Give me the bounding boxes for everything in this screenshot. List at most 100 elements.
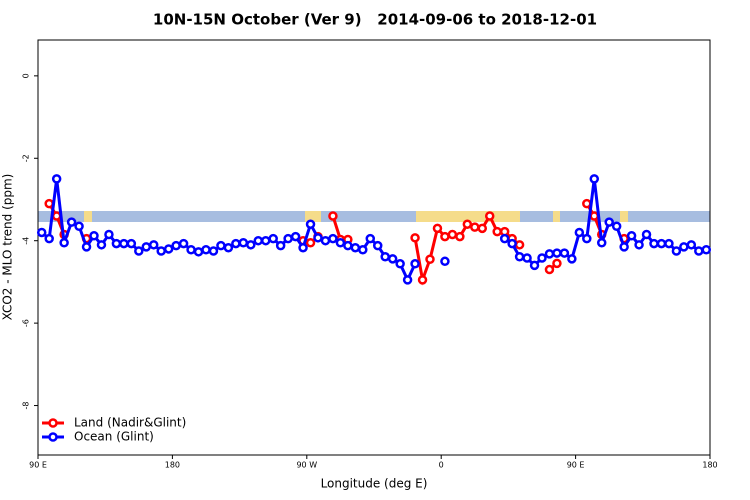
point — [44, 233, 54, 244]
map-band — [38, 211, 710, 222]
point — [656, 238, 667, 249]
point — [477, 223, 488, 234]
point — [335, 238, 346, 248]
point — [514, 252, 525, 262]
point — [141, 242, 152, 252]
point — [268, 233, 278, 244]
point — [514, 240, 525, 250]
point — [328, 233, 338, 244]
point — [664, 238, 674, 249]
point — [328, 211, 338, 221]
point — [305, 219, 316, 229]
point — [36, 227, 47, 238]
point — [365, 233, 376, 244]
land-band — [416, 211, 520, 222]
x-tick-label: 0 — [439, 461, 444, 470]
point — [410, 259, 420, 269]
chart-title: 10N-15N October (Ver 9) 2014-09-06 to 20… — [153, 11, 597, 29]
point — [74, 221, 84, 232]
point — [552, 248, 562, 258]
point — [402, 275, 413, 285]
point — [410, 233, 420, 243]
point — [582, 198, 592, 209]
point — [313, 233, 323, 243]
point — [223, 242, 234, 253]
point — [216, 240, 226, 251]
point — [686, 240, 697, 250]
point — [372, 240, 383, 251]
x-tick-label: 90 E — [29, 461, 47, 470]
point — [260, 235, 271, 246]
point — [81, 242, 92, 252]
legend-label: Ocean (Glint) — [74, 430, 154, 444]
point — [358, 245, 368, 255]
point — [59, 238, 69, 248]
point — [589, 211, 600, 221]
point — [492, 226, 502, 237]
point — [574, 227, 585, 238]
point — [440, 231, 450, 242]
point — [320, 235, 331, 246]
point — [671, 246, 682, 256]
series-line — [40, 178, 707, 284]
point — [567, 254, 577, 264]
point — [649, 238, 659, 249]
y-axis-label: XCO2 - MLO trend (ppm) — [1, 174, 15, 321]
point — [641, 229, 652, 240]
point — [350, 242, 361, 253]
point — [119, 238, 129, 249]
point — [111, 238, 122, 249]
point — [148, 240, 159, 250]
point — [432, 223, 443, 234]
point — [552, 258, 562, 269]
legend-label: Land (Nadir&Glint) — [74, 416, 186, 430]
point — [417, 275, 428, 285]
point — [66, 217, 77, 227]
point — [104, 229, 114, 240]
point — [694, 246, 704, 256]
point — [305, 238, 316, 248]
point — [395, 259, 405, 269]
y-tick-label: -4 — [22, 237, 31, 245]
land-band — [620, 211, 628, 222]
point — [246, 240, 256, 250]
point — [679, 242, 689, 252]
point — [440, 256, 450, 267]
point — [51, 174, 62, 184]
point — [589, 174, 600, 184]
point — [447, 229, 458, 240]
point — [634, 240, 644, 250]
point — [462, 219, 473, 229]
point — [283, 233, 293, 244]
point — [701, 245, 712, 255]
point — [425, 254, 435, 264]
point — [89, 231, 99, 241]
point — [619, 242, 629, 252]
point — [529, 260, 540, 271]
point — [582, 233, 592, 244]
point — [380, 252, 390, 262]
x-axis-label: Longitude (deg E) — [321, 477, 428, 491]
point — [134, 246, 144, 256]
point — [51, 211, 62, 221]
point — [298, 242, 308, 253]
y-tick-label: -6 — [22, 319, 31, 327]
point — [275, 240, 286, 251]
point — [626, 231, 637, 241]
point — [201, 245, 211, 255]
point — [537, 253, 547, 263]
land-band — [553, 211, 560, 222]
point — [455, 231, 465, 242]
y-tick-label: 0 — [22, 73, 31, 78]
point — [596, 238, 607, 248]
y-tick-label: -2 — [22, 154, 31, 162]
point — [126, 238, 137, 249]
x-tick-label: 180 — [165, 461, 180, 470]
point — [522, 253, 532, 263]
point — [484, 211, 495, 221]
x-tick-label: 180 — [702, 461, 717, 470]
land-band — [84, 211, 92, 222]
point — [208, 246, 219, 256]
x-tick-label: 90 E — [567, 461, 585, 470]
